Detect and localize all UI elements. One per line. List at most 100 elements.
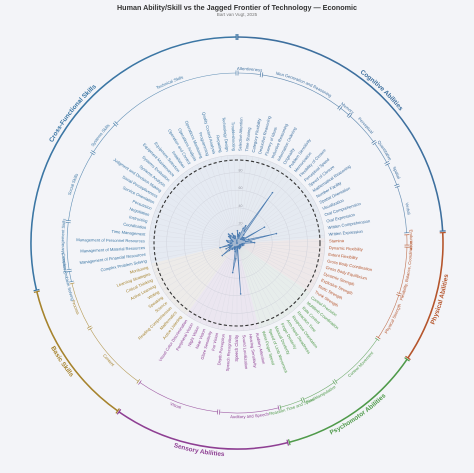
data-point-55: [221, 254, 224, 257]
group-arc: [289, 358, 408, 444]
spoke-40: [236, 242, 257, 329]
spoke-64: [149, 242, 238, 248]
group-label-text: Cross-Functional Skills: [48, 83, 98, 144]
subgroup-label-text: Memory: [340, 101, 356, 115]
subgroup-tick: [374, 337, 380, 341]
subgroup-tick: [384, 161, 390, 164]
spoke-65: [149, 241, 238, 244]
data-point-8: [271, 191, 274, 194]
spoke-59: [156, 242, 238, 279]
spoke-11: [236, 183, 303, 244]
group-tick: [287, 439, 291, 446]
data-point-62: [227, 243, 230, 246]
group-sector-0: [237, 155, 325, 243]
subgroup-tick: [337, 104, 341, 110]
spoke-83: [214, 157, 238, 244]
axis-label: Repairing: [215, 135, 223, 154]
data-point-76: [227, 233, 230, 235]
spoke-23: [236, 242, 325, 255]
data-point-13: [241, 238, 243, 241]
subgroup-label-text: Idea Generation and Reasoning: [275, 70, 333, 98]
group-arc: [36, 291, 119, 412]
group-tick: [404, 357, 410, 362]
group-label-text: Sensory Abilities: [173, 442, 225, 458]
spoke-35: [236, 242, 286, 317]
spoke-4: [236, 159, 266, 244]
axis-label: Extent Flexibility: [328, 252, 359, 261]
data-point-42: [239, 293, 242, 295]
spoke-78: [186, 170, 238, 244]
subgroup-arc: [116, 72, 236, 124]
data-point-43: [236, 245, 238, 248]
data-point-19: [244, 240, 247, 243]
spoke-66: [149, 234, 238, 244]
axis-label: Hearing Sensitivity: [248, 334, 258, 369]
group-tick: [286, 439, 290, 446]
subgroup-tick: [334, 379, 338, 384]
spoke-39: [236, 242, 263, 328]
axis-label: Negotiation: [129, 206, 151, 217]
data-point-2: [237, 235, 240, 237]
subgroup-arc: [397, 186, 407, 233]
subgroup-tick: [65, 221, 71, 224]
spoke-10: [236, 179, 298, 244]
subgroup-tick: [394, 183, 400, 186]
data-point-86: [236, 242, 238, 244]
data-point-18: [275, 232, 278, 235]
subgroup-arc: [68, 153, 93, 221]
spoke-82: [208, 159, 238, 244]
data-point-5: [242, 227, 244, 230]
axis-label: Written Comprehension: [327, 218, 371, 230]
data-point-60: [228, 244, 231, 247]
axis-label: Instructing: [129, 214, 149, 223]
axis-label: Monitoring: [129, 265, 149, 275]
spoke-77: [181, 174, 238, 244]
subgroup-tick: [259, 72, 262, 78]
spoke-70: [155, 210, 238, 244]
data-point-51: [233, 246, 235, 249]
spoke-51: [188, 242, 238, 317]
spoke-81: [202, 161, 238, 244]
group-sector-2: [237, 243, 310, 329]
subgroup-label: Process: [71, 299, 81, 315]
chart-title: Human Ability/Skill vs the Jagged Fronti…: [116, 3, 357, 12]
subgroup-label-text: Auditory and Speech: [230, 411, 270, 419]
data-point-20: [250, 240, 252, 243]
axis-label: Writing: [147, 289, 161, 300]
data-point-83: [234, 235, 237, 237]
subgroup-tick: [87, 327, 93, 331]
subgroup-label: Flexibility, Balance, Coordination: [399, 240, 414, 301]
data-point-16: [243, 239, 246, 241]
group-arc: [118, 411, 288, 450]
spoke-46: [217, 242, 238, 329]
subgroup-arc: [238, 72, 261, 75]
group-label: Basic Skills: [49, 345, 75, 379]
subgroup-label-text: Endurance: [408, 229, 414, 250]
group-label-text: Psychomotor Abilities: [329, 392, 388, 436]
subgroup-label: Control Movement: [347, 350, 375, 378]
group-label-text: Basic Skills: [49, 345, 75, 379]
spoke-74: [167, 188, 238, 244]
data-point-58: [225, 247, 227, 250]
axis-label: Management of Material Resources: [80, 245, 145, 254]
subgroup-label-text: Spatial: [392, 166, 402, 180]
spoke-67: [150, 228, 238, 244]
data-point-44: [235, 258, 237, 260]
chart-subtitle: Bart van Vugt, 2025: [216, 12, 258, 17]
spoke-60: [154, 242, 238, 273]
spoke-19: [236, 228, 324, 244]
axis-label: Auditory Attention: [255, 332, 267, 365]
spoke-24: [236, 242, 324, 261]
data-point-37: [238, 247, 241, 250]
group-label-text: Cognitive Abilities: [359, 69, 405, 113]
data-point-14: [263, 226, 266, 228]
subgroup-tick: [332, 380, 336, 385]
subgroup-tick: [90, 152, 95, 156]
data-point-81: [233, 234, 235, 237]
data-point-72: [230, 239, 233, 241]
spoke-1: [236, 155, 247, 244]
axis-label: Category Flexibility: [251, 117, 262, 153]
axis-label: Dynamic Flexibility: [329, 245, 364, 252]
data-point-54: [228, 249, 231, 252]
spoke-80: [197, 164, 238, 244]
